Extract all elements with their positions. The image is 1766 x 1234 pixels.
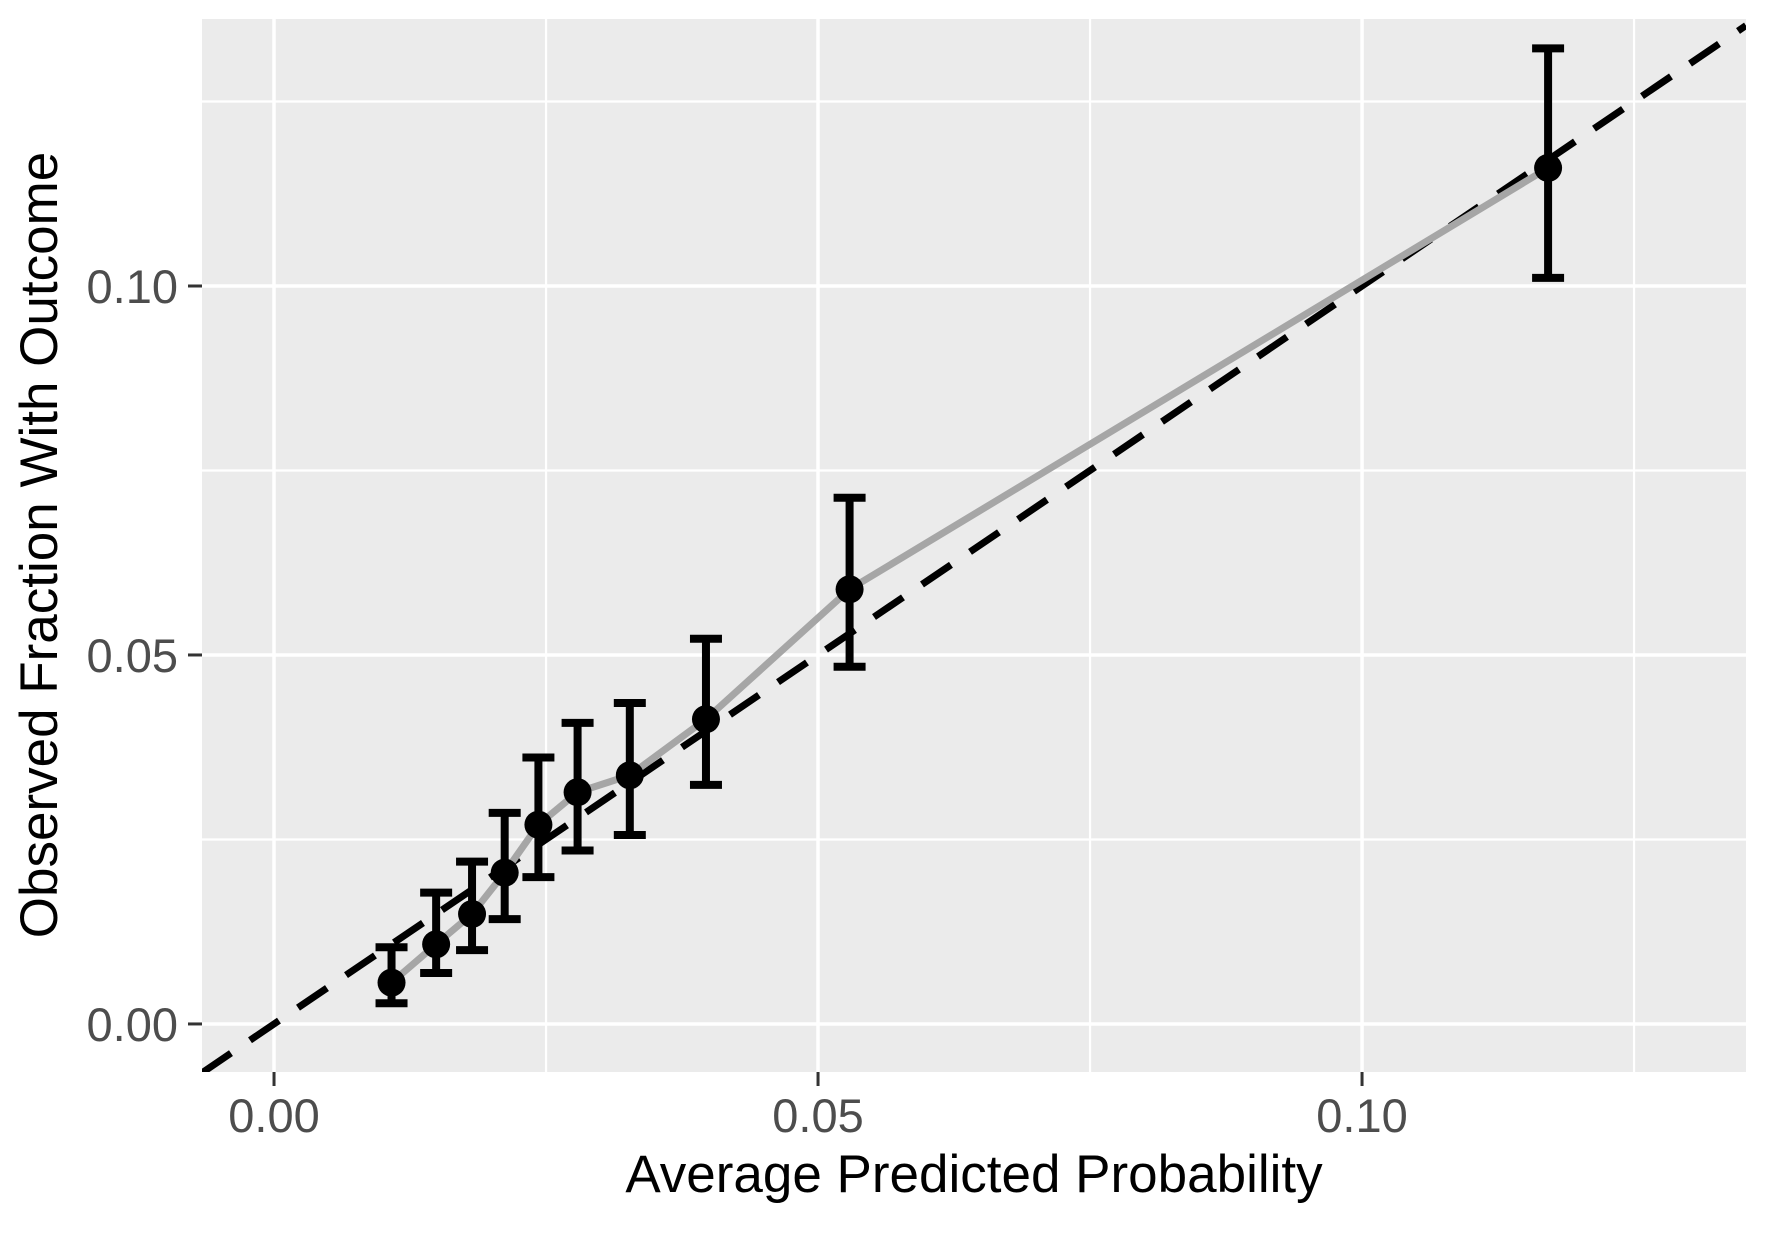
- y-axis-title: Observed Fraction With Outcome: [10, 152, 69, 938]
- x-tick-label-1: 0.05: [772, 1089, 863, 1142]
- identity-dashed-line: [202, 22, 1746, 1072]
- data-point-1: [422, 930, 451, 959]
- y-tick-label-0: 0.00: [87, 998, 178, 1051]
- x-axis-tick-labels: 0.00 0.05 0.10: [228, 1089, 1407, 1142]
- data-point-2: [458, 900, 487, 929]
- y-tick-label-2: 0.10: [87, 260, 178, 313]
- identity-reference-line-layer: [202, 22, 1746, 1072]
- axis-ticks: [188, 284, 1364, 1086]
- calibration-line: [388, 164, 1552, 987]
- minor-gridlines: [202, 19, 1746, 1072]
- x-tick-label-2: 0.10: [1316, 1089, 1407, 1142]
- major-gridlines: [202, 19, 1746, 1072]
- x-axis-title: Average Predicted Probability: [625, 1145, 1323, 1204]
- data-point-5: [563, 778, 592, 807]
- data-point-8: [835, 575, 864, 604]
- y-axis-tick-labels: 0.00 0.05 0.10: [87, 260, 178, 1051]
- data-point-0: [377, 968, 406, 997]
- data-point-9: [1534, 153, 1563, 182]
- calibration-series-layer: [375, 44, 1565, 1008]
- y-tick-label-1: 0.05: [87, 629, 178, 682]
- x-tick-label-0: 0.00: [228, 1089, 319, 1142]
- data-point-6: [615, 761, 644, 790]
- data-point-7: [691, 705, 720, 734]
- data-point-4: [524, 810, 553, 839]
- data-point-3: [490, 858, 519, 887]
